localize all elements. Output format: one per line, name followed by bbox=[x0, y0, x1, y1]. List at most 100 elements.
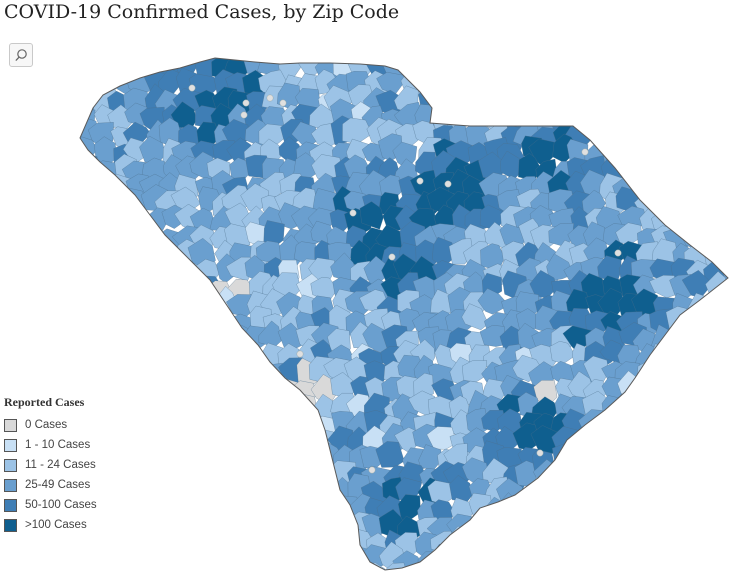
search-button[interactable] bbox=[9, 43, 33, 67]
zip-region[interactable] bbox=[173, 463, 200, 488]
zip-region[interactable] bbox=[477, 288, 510, 315]
zip-point-marker[interactable] bbox=[416, 177, 424, 185]
zip-region[interactable] bbox=[261, 493, 290, 521]
zip-region[interactable] bbox=[720, 480, 743, 507]
zip-region[interactable] bbox=[138, 276, 169, 303]
zip-region[interactable] bbox=[717, 305, 742, 338]
zip-region[interactable] bbox=[544, 51, 577, 76]
zip-region[interactable] bbox=[242, 498, 270, 524]
zip-region[interactable] bbox=[600, 516, 629, 540]
zip-region[interactable] bbox=[722, 205, 747, 233]
zip-region[interactable] bbox=[261, 458, 290, 489]
zip-region[interactable] bbox=[587, 509, 613, 536]
zip-region[interactable] bbox=[649, 460, 673, 489]
zip-region[interactable] bbox=[614, 140, 644, 168]
zip-region[interactable] bbox=[299, 545, 321, 571]
zip-region[interactable] bbox=[240, 398, 268, 422]
zip-region[interactable] bbox=[225, 463, 251, 491]
zip-region[interactable] bbox=[688, 202, 711, 233]
zip-point-marker[interactable] bbox=[444, 180, 452, 188]
zip-region[interactable] bbox=[699, 325, 726, 348]
zip-region[interactable] bbox=[668, 496, 694, 525]
zip-region[interactable] bbox=[156, 512, 184, 543]
zip-region[interactable] bbox=[106, 567, 138, 582]
zip-region[interactable] bbox=[723, 546, 751, 572]
zip-region[interactable] bbox=[618, 443, 643, 469]
zip-region[interactable] bbox=[685, 308, 712, 337]
zip-region[interactable] bbox=[582, 528, 608, 558]
zip-region[interactable] bbox=[87, 254, 118, 285]
zip-region[interactable] bbox=[310, 532, 333, 560]
zip-region[interactable] bbox=[565, 39, 591, 69]
zip-region[interactable] bbox=[110, 308, 139, 337]
zip-region[interactable] bbox=[653, 33, 680, 60]
zip-region[interactable] bbox=[668, 323, 697, 350]
zip-region[interactable] bbox=[601, 395, 627, 421]
zip-region[interactable] bbox=[461, 303, 489, 331]
zip-region[interactable] bbox=[647, 81, 676, 114]
zip-region[interactable] bbox=[665, 155, 693, 186]
zip-region[interactable] bbox=[584, 427, 610, 454]
zip-region[interactable] bbox=[127, 342, 151, 368]
zip-region[interactable] bbox=[177, 310, 203, 333]
zip-region[interactable] bbox=[635, 529, 662, 556]
zip-region[interactable] bbox=[55, 371, 79, 397]
zip-region[interactable] bbox=[653, 55, 679, 79]
zip-region[interactable] bbox=[688, 497, 714, 526]
zip-region[interactable] bbox=[140, 397, 168, 423]
zip-region[interactable] bbox=[580, 84, 610, 112]
zip-region[interactable] bbox=[615, 393, 641, 425]
zip-region[interactable] bbox=[477, 547, 507, 575]
zip-region[interactable] bbox=[664, 507, 692, 536]
zip-region[interactable] bbox=[110, 203, 136, 232]
zip-region[interactable] bbox=[209, 345, 232, 368]
zip-region[interactable] bbox=[94, 287, 120, 319]
zip-region[interactable] bbox=[228, 394, 254, 421]
zip-region[interactable] bbox=[684, 476, 710, 502]
zip-region[interactable] bbox=[175, 393, 203, 421]
zip-region[interactable] bbox=[359, 201, 384, 230]
zip-region[interactable] bbox=[213, 492, 243, 519]
zip-region[interactable] bbox=[649, 170, 680, 198]
zip-region[interactable] bbox=[126, 225, 149, 248]
zip-region[interactable] bbox=[125, 311, 153, 341]
zip-region[interactable] bbox=[170, 441, 199, 467]
zip-region[interactable] bbox=[683, 191, 713, 217]
zip-region[interactable] bbox=[655, 65, 679, 98]
zip-region[interactable] bbox=[230, 375, 251, 398]
zip-region[interactable] bbox=[308, 40, 338, 62]
zip-region[interactable] bbox=[600, 548, 627, 572]
zip-region[interactable] bbox=[634, 440, 664, 468]
zip-region[interactable] bbox=[95, 550, 121, 575]
zip-region[interactable] bbox=[717, 444, 744, 470]
zip-region[interactable] bbox=[139, 564, 169, 582]
zip-region[interactable] bbox=[104, 466, 134, 493]
zip-region[interactable] bbox=[685, 327, 712, 355]
zip-region[interactable] bbox=[52, 252, 82, 279]
zip-point-marker[interactable] bbox=[188, 84, 196, 92]
zip-region[interactable] bbox=[282, 431, 309, 458]
zip-region[interactable] bbox=[621, 427, 647, 457]
zip-region[interactable] bbox=[242, 431, 273, 459]
zip-region[interactable] bbox=[722, 413, 747, 436]
zip-region[interactable] bbox=[72, 325, 102, 353]
zip-region[interactable] bbox=[668, 118, 695, 147]
zip-region[interactable] bbox=[672, 175, 698, 201]
zip-region[interactable] bbox=[226, 544, 253, 569]
zip-region[interactable] bbox=[682, 427, 713, 458]
zip-region[interactable] bbox=[718, 393, 745, 421]
zip-region[interactable] bbox=[582, 56, 612, 84]
zip-region[interactable] bbox=[651, 157, 678, 186]
zip-region[interactable] bbox=[701, 172, 727, 196]
zip-region[interactable] bbox=[109, 392, 136, 415]
zip-region[interactable] bbox=[110, 482, 135, 510]
zip-region[interactable] bbox=[210, 481, 239, 507]
zip-region[interactable] bbox=[563, 85, 592, 113]
zip-region[interactable] bbox=[635, 376, 665, 406]
zip-region[interactable] bbox=[649, 568, 681, 582]
zip-region[interactable] bbox=[669, 478, 697, 508]
zip-region[interactable] bbox=[685, 175, 713, 203]
zip-region[interactable] bbox=[518, 497, 548, 524]
zip-region[interactable] bbox=[61, 186, 85, 216]
zip-region[interactable] bbox=[663, 405, 694, 433]
